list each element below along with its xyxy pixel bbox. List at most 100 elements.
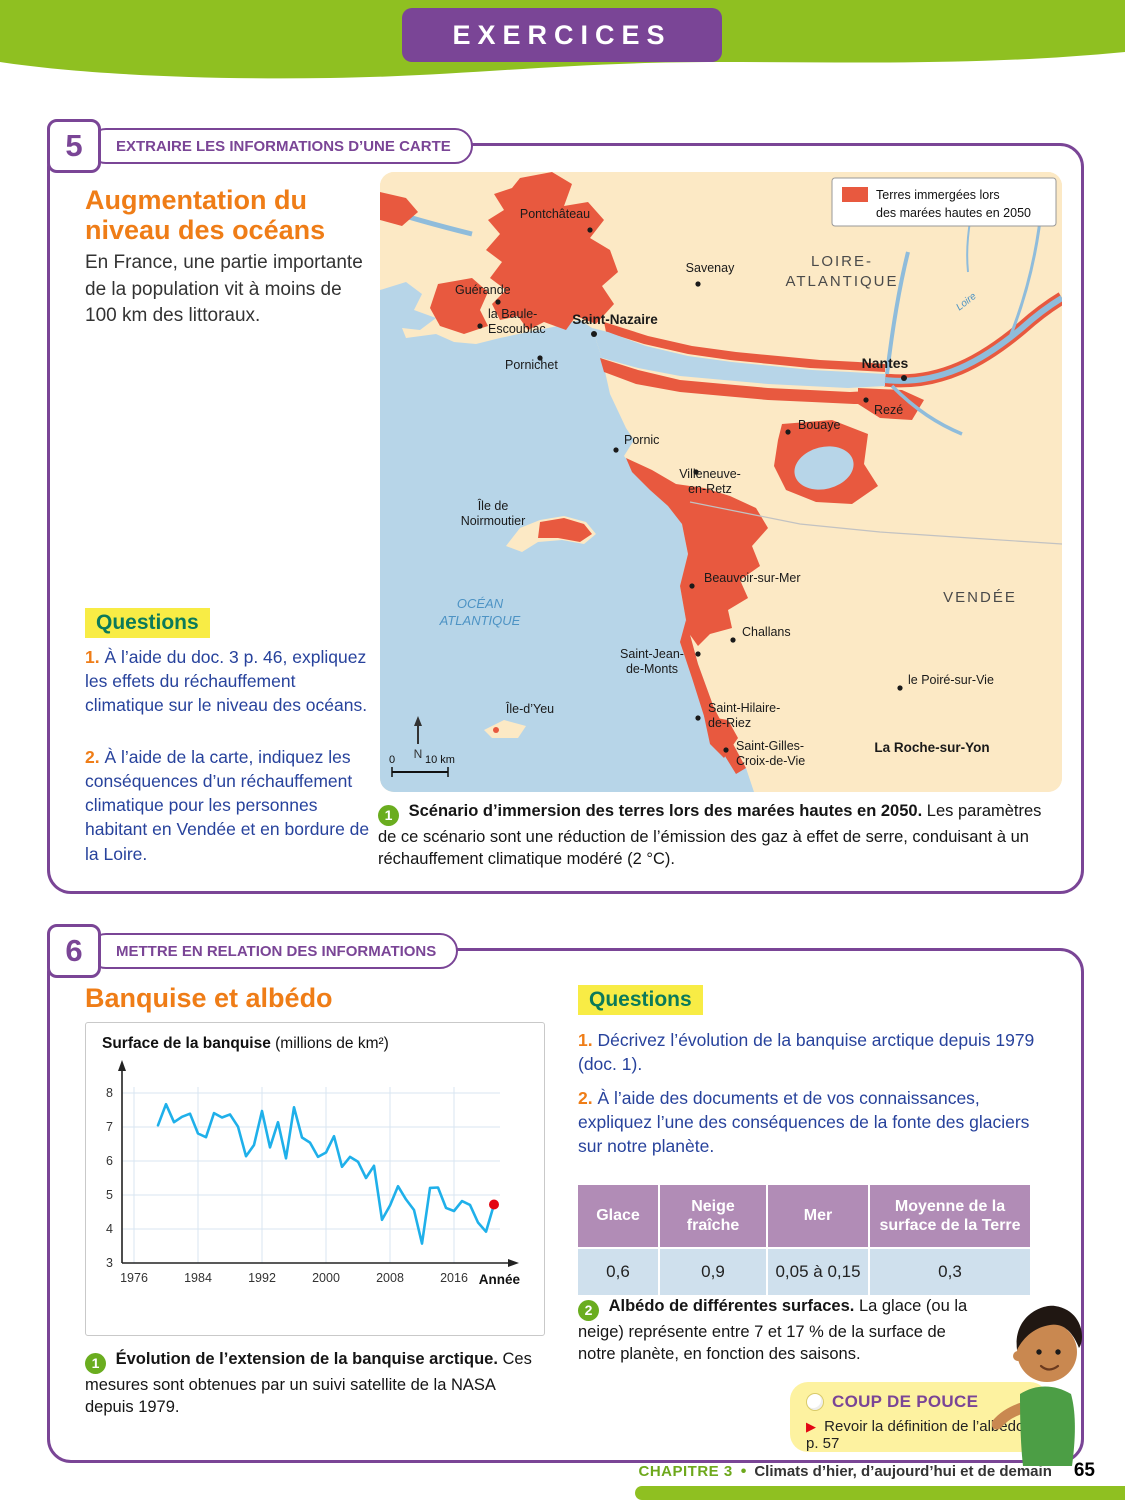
- exercise5-question-2: 2. À l’aide de la carte, indiquez les co…: [85, 745, 377, 866]
- map-sevre-river: [890, 384, 963, 436]
- kid-ear: [1013, 1351, 1023, 1361]
- map-label: Villeneuve-: [679, 467, 741, 481]
- svg-text:1992: 1992: [248, 1271, 276, 1285]
- map-label: Saint-Hilaire-: [708, 701, 780, 715]
- footer-separator: •: [740, 1463, 747, 1480]
- map-label: de-Riez: [708, 716, 751, 730]
- scale-zero: 0: [389, 754, 395, 766]
- legend-text: Terres immergées lors: [876, 188, 1000, 202]
- north-label: N: [414, 747, 423, 761]
- map-label-ocean: ATLANTIQUE: [439, 613, 521, 628]
- map-label: Nantes: [862, 355, 909, 371]
- flood-area-briere: [486, 172, 618, 330]
- map-label: Pornichet: [505, 358, 558, 372]
- table-header-neige: Neige fraîche: [660, 1185, 766, 1247]
- kid-hair: [1016, 1305, 1083, 1350]
- page-title-label: EXERCICES: [452, 19, 672, 50]
- map-label: Escoublac: [488, 322, 546, 336]
- exercise5-caption: 1 Scénario d’immersion des terres lors d…: [378, 800, 1064, 870]
- coup-de-pouce-tip-text: Revoir la définition de l’albédo p. 57: [806, 1418, 1025, 1452]
- footer-page-number: 65: [1073, 1460, 1095, 1481]
- exercise5-number-badge: 5: [47, 119, 101, 173]
- map-town-dots: [477, 227, 907, 753]
- flood-area-loire-south: [600, 358, 894, 404]
- exercise6-question-2: 2. À l’aide des documents et de vos conn…: [578, 1086, 1048, 1158]
- map-label-ocean: OCÉAN: [457, 596, 504, 611]
- footer-chapter: CHAPITRE 3: [638, 1463, 733, 1480]
- svg-text:1976: 1976: [120, 1271, 148, 1285]
- svg-text:4: 4: [106, 1222, 113, 1236]
- chart-title: Surface de la banquise (millions de km²): [86, 1023, 544, 1053]
- map-label: Challans: [742, 625, 791, 639]
- svg-text:6: 6: [106, 1154, 113, 1168]
- map-dept-label: ATLANTIQUE: [785, 273, 898, 290]
- coup-de-pouce-title-row: COUP DE POUCE: [806, 1392, 1034, 1412]
- map-label: Rezé: [874, 403, 903, 417]
- flood-area-yeu: [493, 727, 499, 733]
- map-label: La Roche-sur-Yon: [874, 740, 989, 755]
- kid-arm: [992, 1402, 1028, 1430]
- exercise6-title: Banquise et albédo: [85, 983, 333, 1013]
- albedo-table: Glace Neige fraîche Mer Moyenne de la su…: [578, 1185, 1030, 1295]
- flood-area-loire-north: [604, 322, 885, 372]
- map-label: Île-d’Yeu: [505, 701, 554, 716]
- flood-area-reze: [858, 388, 924, 420]
- exercise6-number-badge: 6: [47, 924, 101, 978]
- exercise6-question-1: 1. Décrivez l’évolution de la banquise a…: [578, 1028, 1048, 1076]
- exercise6-skill-label: METTRE EN RELATION DES INFORMATIONS: [88, 933, 459, 969]
- exercise5-number: 5: [65, 128, 83, 163]
- map-dept-boundary: [689, 501, 1062, 545]
- flood-area-guerande: [430, 278, 488, 334]
- map-erdre-river: [885, 251, 910, 375]
- map-label: Croix-de-Vie: [736, 754, 805, 768]
- exercise6-chart-caption: 1 Évolution de l’extension de la banquis…: [85, 1348, 547, 1418]
- caption-bold: Évolution de l’extension de la banquise …: [115, 1350, 498, 1368]
- map-label: Noirmoutier: [461, 514, 526, 528]
- map-dept-label: VENDÉE: [943, 589, 1017, 606]
- svg-text:2000: 2000: [312, 1271, 340, 1285]
- question-number: 2.: [578, 1088, 593, 1108]
- doc-number-icon: 1: [85, 1352, 106, 1374]
- svg-text:5: 5: [106, 1188, 113, 1202]
- kid-smile: [1039, 1364, 1060, 1371]
- svg-text:3: 3: [106, 1256, 113, 1270]
- legend-swatch: [842, 187, 868, 202]
- exercise6-skill-text: METTRE EN RELATION DES INFORMATIONS: [116, 942, 437, 960]
- coup-de-pouce-tip: ▶ Revoir la définition de l’albédo p. 57: [806, 1418, 1034, 1452]
- flood-area: [380, 192, 418, 226]
- chart-title-bold: Surface de la banquise: [102, 1035, 271, 1052]
- map-loire-river: [884, 295, 1062, 384]
- question-number: 1.: [578, 1030, 593, 1050]
- scale-label: 10 km: [425, 754, 455, 766]
- kid-face: [1017, 1322, 1077, 1382]
- map-label: Guérande: [455, 283, 511, 297]
- doc-number-icon: 2: [578, 1299, 599, 1321]
- kid-eye: [1036, 1349, 1042, 1355]
- flood-map-svg: Pontchâteau Savenay Guérande la Baule- E…: [380, 172, 1062, 792]
- map-dept-label: LOIRE-: [811, 253, 873, 270]
- page-title: EXERCICES: [402, 8, 722, 62]
- exercise6-table-caption: 2 Albédo de différentes surfaces. La gla…: [578, 1295, 978, 1365]
- svg-text:2008: 2008: [376, 1271, 404, 1285]
- caption-text: Ces mesures sont obtenues par un suivi s…: [85, 1350, 532, 1416]
- exercise5-skill-label: EXTRAIRE LES INFORMATIONS D’UNE CARTE: [88, 128, 473, 164]
- banquise-chart-card: Surface de la banquise (millions de km²)…: [85, 1022, 545, 1336]
- cartoon-kid-illustration: [992, 1305, 1083, 1466]
- exercise5-questions-heading: Questions: [85, 608, 210, 638]
- table-value-mer: 0,05 à 0,15: [768, 1249, 868, 1295]
- map-legend: Terres immergées lors des marées hautes …: [831, 177, 1057, 227]
- footer: CHAPITRE 3 • Climats d’hier, d’aujourd’h…: [639, 1460, 1095, 1482]
- question-number: 2.: [85, 747, 100, 767]
- map-label: Savenay: [686, 261, 735, 275]
- coup-de-pouce-title: COUP DE POUCE: [832, 1392, 979, 1411]
- map-label: Saint-Nazaire: [572, 312, 658, 327]
- map-label: la Baule-: [488, 307, 537, 321]
- flood-area-sthilaire: [704, 716, 738, 758]
- caption-bold: Scénario d’immersion des terres lors des…: [408, 802, 923, 820]
- footer-chapter-title: Climats d’hier, d’aujourd’hui et de dema…: [754, 1463, 1052, 1480]
- north-arrow-icon: [414, 716, 422, 726]
- question-text: À l’aide du doc. 3 p. 46, expliquez les …: [85, 647, 368, 716]
- table-header-mer: Mer: [768, 1185, 868, 1247]
- map-label: Saint-Gilles-: [736, 739, 804, 753]
